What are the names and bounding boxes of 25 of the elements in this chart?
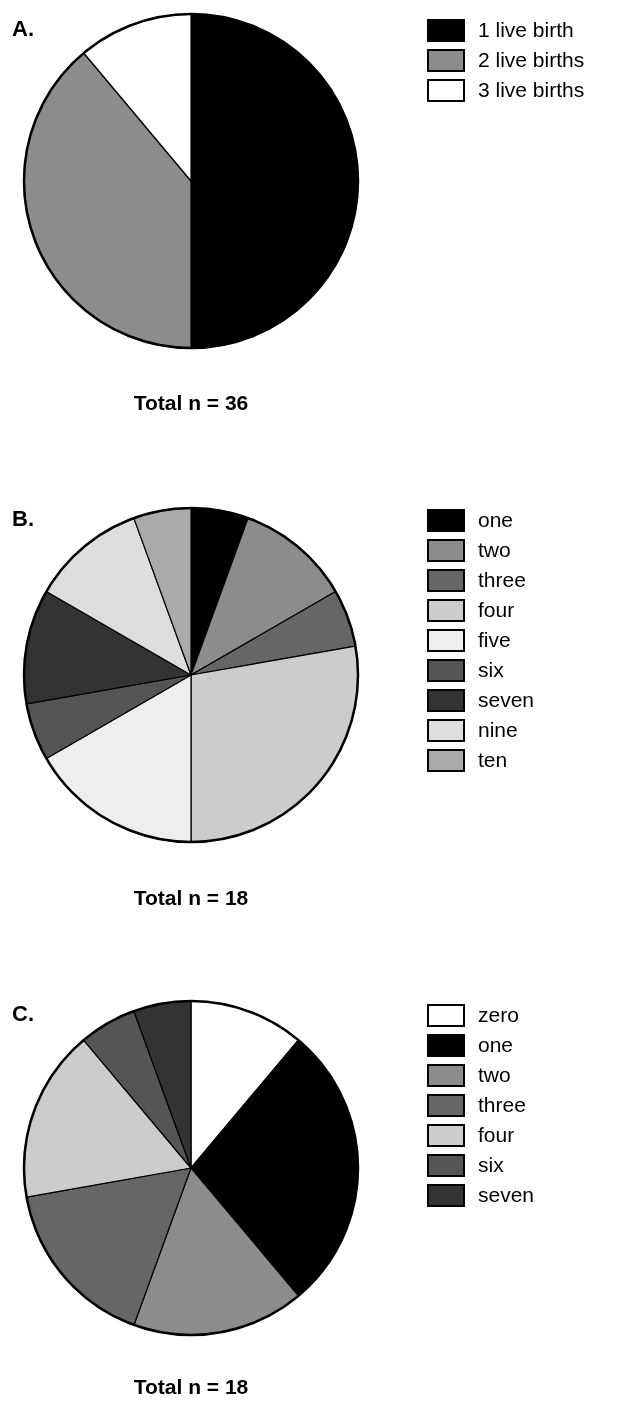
legend-label: five <box>478 628 511 651</box>
text: Total n = 36 <box>133 391 249 414</box>
legend-label: one <box>478 1033 514 1056</box>
legend-label: six <box>478 658 505 681</box>
legend-label: two <box>478 1063 511 1086</box>
legend-label: 1 live birth <box>478 18 574 41</box>
legend-label: one <box>478 508 514 531</box>
chart-title: A. <box>12 16 34 41</box>
legend-label: seven <box>478 688 535 711</box>
legend-label: 3 live births <box>478 78 585 101</box>
chart-title: B. <box>12 506 34 531</box>
legend-label: zero <box>478 1003 519 1026</box>
chart-title: C. <box>12 1001 34 1026</box>
legend-label: 2 live births <box>478 48 585 71</box>
legend-label: two <box>478 538 511 561</box>
legend-label: seven <box>478 1183 535 1206</box>
legend-label: three <box>478 568 526 591</box>
legend-label: six <box>478 1153 505 1176</box>
legend-label: ten <box>478 748 508 771</box>
text: Total n = 18 <box>133 886 249 909</box>
legend-label: four <box>478 1123 515 1146</box>
text: Total n = 18 <box>133 1375 249 1398</box>
legend-label: three <box>478 1093 526 1116</box>
legend-label: four <box>478 598 515 621</box>
legend-label: nine <box>478 718 518 741</box>
